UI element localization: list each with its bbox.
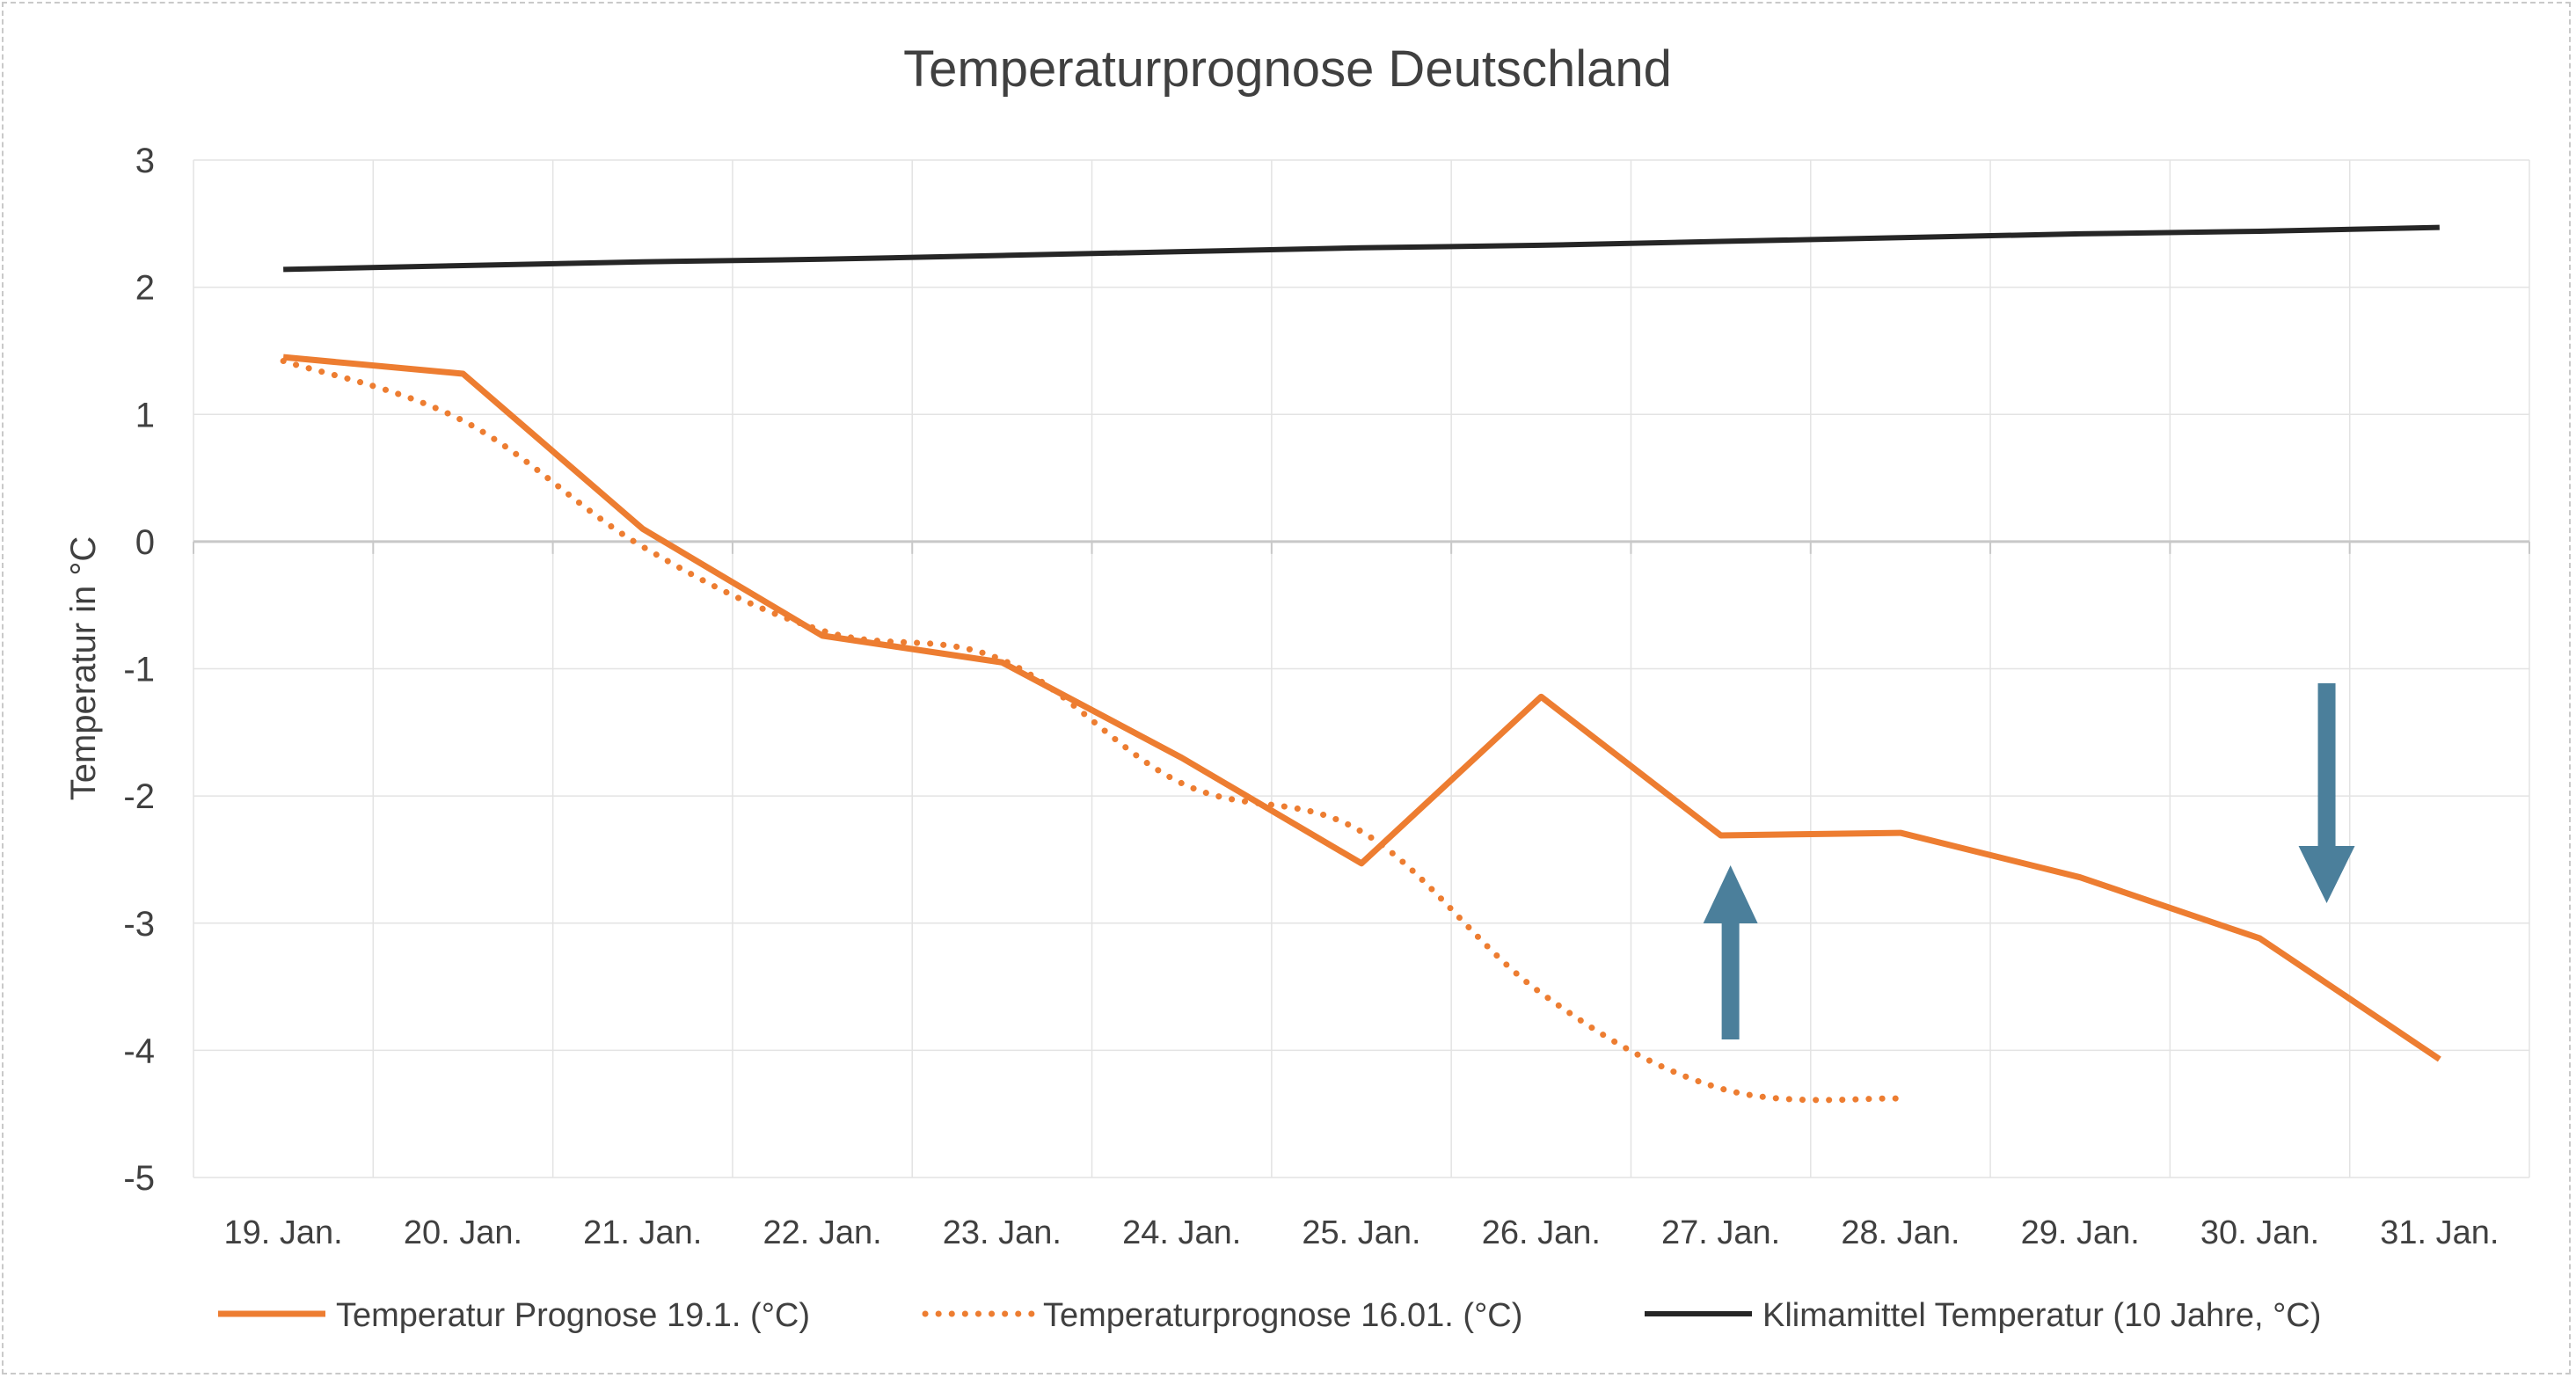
y-tick-label: 0 bbox=[135, 523, 155, 562]
arrow-down-shaft bbox=[2317, 683, 2336, 850]
series-line-3 bbox=[283, 224, 2440, 273]
x-axis-ticks: 19. Jan. 20. Jan. 21. Jan. 22. Jan. 23. Jan.… bbox=[224, 1214, 2499, 1251]
y-tick-label: -5 bbox=[123, 1159, 155, 1198]
y-axis-ticks: 3 2 1 0 -1 -2 -3 -4 -5 bbox=[123, 142, 155, 1198]
legend: Temperatur Prognose 19.1. (°C) Temperatur… bbox=[218, 1297, 2321, 1334]
x-tick-label: 25. Jan. bbox=[1302, 1214, 1420, 1251]
y-tick-label: 3 bbox=[135, 142, 155, 180]
arrow-down-icon bbox=[2298, 846, 2355, 903]
legend-label-2: Temperaturprognose 16.01. (°C) bbox=[1043, 1297, 1522, 1334]
arrow-up-icon bbox=[1703, 865, 1758, 923]
series-line-2 bbox=[280, 358, 1904, 1104]
x-tick-label: 26. Jan. bbox=[1482, 1214, 1601, 1251]
y-tick-label: -1 bbox=[123, 651, 155, 689]
legend-label-3: Klimamittel Temperatur (10 Jahre, °C) bbox=[1762, 1297, 2321, 1334]
y-tick-label: -4 bbox=[123, 1032, 155, 1070]
series-lines bbox=[280, 224, 2441, 1104]
series-line-1 bbox=[282, 354, 2441, 1062]
x-tick-label: 22. Jan. bbox=[763, 1214, 881, 1251]
x-tick-label: 24. Jan. bbox=[1122, 1214, 1241, 1251]
annotations bbox=[1703, 683, 2355, 1039]
y-tick-label: 2 bbox=[135, 269, 155, 308]
x-tick-label: 20. Jan. bbox=[404, 1214, 522, 1251]
x-tick-label: 28. Jan. bbox=[1841, 1214, 1959, 1251]
x-tick-label: 30. Jan. bbox=[2200, 1214, 2319, 1251]
y-tick-label: -2 bbox=[123, 777, 155, 816]
grid bbox=[193, 159, 2530, 1178]
arrow-up-shaft bbox=[1721, 915, 1740, 1039]
x-tick-label: 19. Jan. bbox=[224, 1214, 343, 1251]
y-axis-label: Temperatur in °C bbox=[64, 536, 103, 801]
x-tick-label: 21. Jan. bbox=[583, 1214, 702, 1251]
x-tick-label: 31. Jan. bbox=[2380, 1214, 2499, 1251]
x-tick-label: 29. Jan. bbox=[2021, 1214, 2140, 1251]
x-tick-label: 27. Jan. bbox=[1661, 1214, 1780, 1251]
x-tick-label: 23. Jan. bbox=[943, 1214, 1062, 1251]
chart-title: Temperaturprognose Deutschland bbox=[903, 40, 1672, 98]
y-tick-label: -3 bbox=[123, 905, 155, 944]
y-tick-label: 1 bbox=[135, 396, 155, 434]
legend-label-1: Temperatur Prognose 19.1. (°C) bbox=[336, 1297, 810, 1334]
